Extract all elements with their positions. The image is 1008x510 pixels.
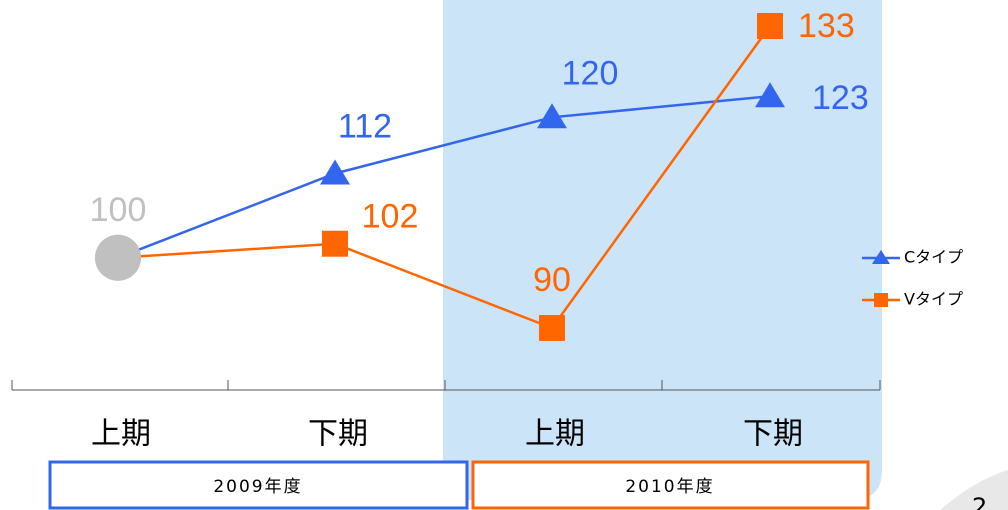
marker [322,230,348,257]
legend-marker [874,293,888,307]
data-label: 112 [338,107,392,145]
page-number: 2 [972,493,987,510]
legend-label: Cタイプ [904,248,963,267]
legend-label: Vタイプ [904,290,963,309]
x-tick-label: 下期 [308,417,368,452]
data-label: 123 [812,79,869,117]
start-marker [95,234,141,281]
marker [537,103,567,129]
data-label: 133 [798,7,855,45]
group-box [48,460,469,510]
group-box [471,460,870,510]
series-line [117,94,771,259]
data-label: 120 [562,54,619,92]
group-label: 2009年度 [213,477,302,497]
group-label: 2010年度 [625,477,714,497]
data-label: 100 [90,191,147,229]
x-tick-label: 下期 [743,417,803,452]
highlight-region [443,0,882,500]
marker [755,82,785,108]
x-tick-label: 上期 [91,417,151,452]
corner-decoration [940,470,1008,510]
data-label: 90 [533,261,571,299]
series-line [117,25,772,330]
marker [757,13,783,39]
legend-marker [872,250,890,264]
marker [320,159,350,185]
marker [539,315,565,341]
data-label: 102 [362,198,419,236]
x-tick-label: 上期 [525,417,585,452]
